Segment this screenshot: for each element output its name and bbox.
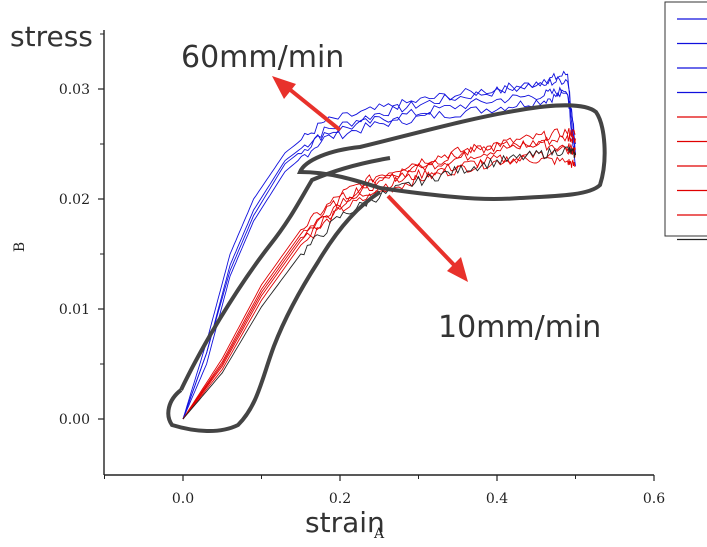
series-line-6 (182, 146, 576, 420)
x-tick-label: 0.6 (643, 491, 665, 507)
series-line-2 (182, 89, 576, 420)
axes (103, 30, 654, 476)
series-line-4 (182, 86, 576, 420)
series-layer (182, 70, 576, 420)
tick-labels: 0.0 0.2 0.4 0.6 0.00 0.01 0.02 0.03 (59, 82, 665, 507)
y-tick-label: 0.02 (59, 192, 90, 208)
ticks (98, 33, 655, 481)
y-axis-title: stress (10, 20, 93, 53)
y-axis-letter: B (12, 242, 28, 252)
series-line-1 (182, 70, 576, 420)
legend-box (664, 1, 707, 237)
arrow-60mm (272, 76, 342, 132)
series-line-9 (182, 139, 576, 420)
x-axis-title: strain (305, 506, 385, 539)
x-tick-label: 0.0 (172, 491, 194, 507)
arrow-10mm (386, 194, 468, 282)
y-tick-label: 0.01 (59, 302, 90, 318)
annotation-10mm: 10mm/min (438, 310, 601, 345)
x-tick-label: 0.2 (329, 491, 351, 507)
x-tick-label: 0.4 (486, 491, 508, 507)
y-tick-label: 0.00 (59, 412, 90, 428)
group-outline-lower (166, 156, 391, 434)
legend (664, 1, 707, 241)
series-line-3 (182, 76, 576, 420)
series-line-5 (182, 133, 576, 420)
series-line-7 (182, 127, 576, 420)
series-line-10 (182, 146, 576, 420)
y-tick-label: 0.03 (59, 82, 90, 98)
group-outline-upper (296, 103, 607, 202)
x-axis-letter: A (373, 526, 385, 542)
series-line-8 (182, 154, 576, 420)
annotation-60mm: 60mm/min (181, 40, 344, 75)
